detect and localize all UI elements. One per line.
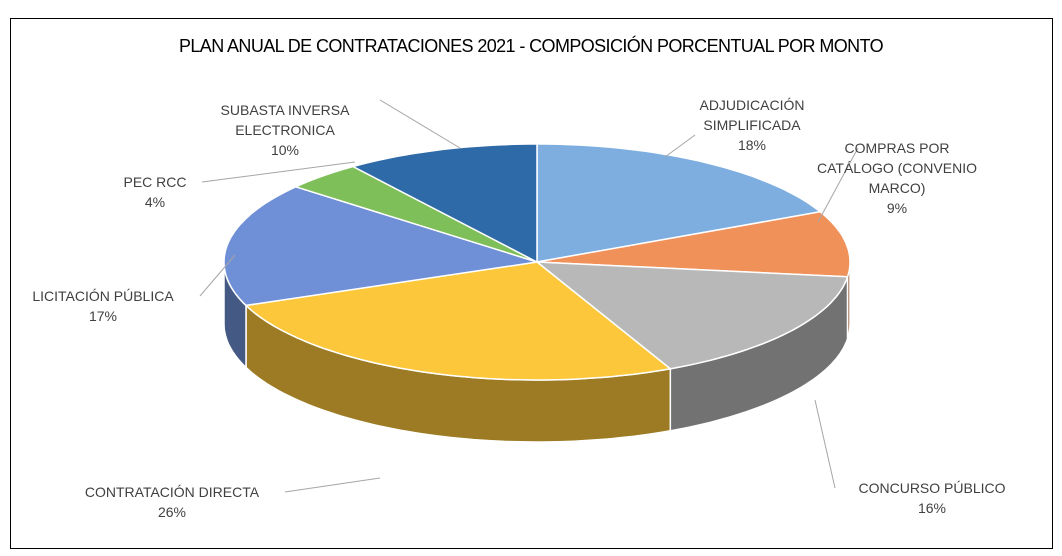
slice <box>244 261 673 381</box>
slice <box>293 165 538 263</box>
value-label: 16% <box>917 500 947 516</box>
chart-title: PLAN ANUAL DE CONTRATACIONES 2021 - COMP… <box>178 36 884 56</box>
data-label: SUBASTA INVERSA ELECTRONICA 10% <box>215 100 355 160</box>
slice <box>536 211 851 278</box>
slice <box>223 185 538 307</box>
leader-line <box>379 99 461 149</box>
leader-line <box>201 161 356 183</box>
slice <box>350 143 538 264</box>
leader-line <box>817 147 859 223</box>
data-label: PEC RCC 4% <box>105 172 205 212</box>
data-label: COMPRAS POR CATÁLOGO (CONVENIO MARCO) 9% <box>817 138 977 218</box>
data-label: CONTRATACIÓN DIRECTA 26% <box>47 482 297 522</box>
category-label: ADJUDICACIÓN SIMPLIFICADA <box>699 97 805 133</box>
value-label: 18% <box>737 137 767 153</box>
leader-line <box>284 477 381 493</box>
category-label: LICITACIÓN PÚBLICA <box>32 288 174 304</box>
category-label: CONTRATACIÓN DIRECTA <box>84 484 260 500</box>
value-label: 26% <box>157 504 187 520</box>
value-label: 4% <box>144 194 166 210</box>
slice <box>536 143 822 263</box>
value-label: 9% <box>886 200 908 216</box>
category-label: PEC RCC <box>123 174 187 190</box>
category-label: SUBASTA INVERSA ELECTRONICA <box>220 102 350 138</box>
data-label: LICITACIÓN PÚBLICA 17% <box>3 286 203 326</box>
leader-line <box>664 134 696 158</box>
category-label: COMPRAS POR CATÁLOGO (CONVENIO MARCO) <box>817 140 977 196</box>
slice <box>534 261 849 370</box>
category-label: CONCURSO PÚBLICO <box>858 480 1006 496</box>
data-label: CONCURSO PÚBLICO 16% <box>832 478 1032 518</box>
value-label: 17% <box>88 308 118 324</box>
value-label: 10% <box>270 142 300 158</box>
leader-line <box>199 254 236 297</box>
leader-line <box>814 399 836 489</box>
data-label: ADJUDICACIÓN SIMPLIFICADA 18% <box>677 95 827 155</box>
